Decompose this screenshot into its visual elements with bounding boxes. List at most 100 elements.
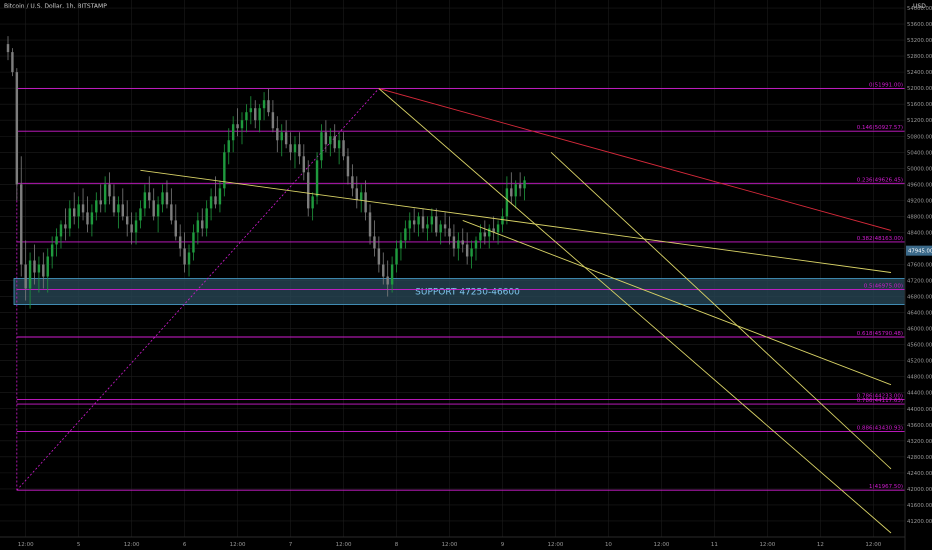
x-tick-label: 6	[183, 542, 187, 548]
candle-body	[161, 192, 164, 205]
candle-body	[399, 240, 403, 249]
candle-body	[461, 240, 464, 245]
candle-body	[320, 132, 323, 161]
y-tick-label: 44400.00	[907, 391, 932, 397]
candle-body	[426, 224, 429, 229]
y-tick-label: 51200.00	[907, 118, 932, 124]
x-tick-label: 12:00	[336, 542, 352, 548]
fib-level-label: 0.786(44117.63)	[857, 398, 903, 404]
x-tick-label: 12:00	[18, 542, 34, 548]
candle-body	[227, 140, 230, 153]
y-tick-label: 51600.00	[907, 102, 932, 108]
candle-body	[324, 132, 328, 145]
candle-body	[90, 212, 94, 225]
candle-body	[496, 224, 500, 233]
trend-line-yellow	[378, 88, 892, 534]
candle-body	[37, 264, 41, 273]
x-tick-label: 12	[817, 542, 824, 548]
candle-body	[143, 192, 147, 209]
x-tick-label: 12:00	[759, 542, 775, 548]
candle-body	[514, 184, 517, 197]
candle-body	[289, 144, 292, 153]
fib-level-label: 0.886(43430.93)	[857, 426, 903, 432]
candle-body	[483, 232, 487, 237]
candle-body	[24, 264, 27, 289]
y-tick-label: 41600.00	[907, 503, 932, 509]
candle-body	[192, 232, 195, 253]
candle-body	[386, 276, 389, 285]
candle-body	[518, 184, 522, 189]
y-tick-label: 43600.00	[907, 423, 932, 429]
candle-body	[77, 204, 80, 217]
candle-body	[342, 140, 345, 157]
candle-body	[68, 208, 72, 229]
candle-body	[148, 192, 151, 201]
candle-body	[430, 216, 434, 225]
last-price-label: 47945.00	[908, 249, 932, 255]
x-tick-label: 8	[395, 542, 399, 548]
y-tick-label: 48800.00	[907, 214, 932, 220]
candle-body	[523, 180, 526, 189]
x-tick-label: 10	[605, 542, 612, 548]
x-tick-label: 12:00	[865, 542, 881, 548]
candle-body	[346, 156, 350, 177]
candle-body	[55, 236, 58, 245]
trend-line-red	[378, 88, 892, 231]
trend-line-yellow	[140, 169, 892, 273]
last-price-tag	[906, 245, 932, 256]
candle-body	[73, 208, 76, 217]
currency-unit: USD	[913, 3, 926, 10]
candle-body	[108, 184, 111, 197]
y-tick-label: 47600.00	[907, 262, 932, 268]
y-tick-label: 52800.00	[907, 54, 932, 60]
candle-body	[236, 124, 239, 129]
x-tick-label: 5	[77, 542, 81, 548]
y-tick-label: 53600.00	[907, 22, 932, 28]
candle-body	[20, 184, 23, 265]
trend-line-yellow	[550, 151, 892, 470]
x-tick-label: 12:00	[124, 542, 140, 548]
y-tick-label: 41200.00	[907, 519, 932, 525]
candle-body	[267, 100, 270, 113]
candle-body	[201, 220, 204, 229]
y-tick-label: 54000.00	[907, 6, 932, 12]
candle-body	[86, 212, 89, 225]
fib-level-label: 0.5(46975.00)	[864, 284, 903, 290]
candle-body	[99, 200, 102, 205]
candle-body	[28, 260, 32, 289]
fib-level-label: 0.236(49626.45)	[857, 177, 903, 183]
y-tick-label: 48400.00	[907, 230, 932, 236]
candle-body	[112, 196, 116, 213]
y-tick-label: 49200.00	[907, 198, 932, 204]
candle-body	[465, 244, 469, 257]
candle-body	[240, 120, 244, 129]
candle-body	[42, 264, 45, 277]
candle-body	[417, 216, 420, 225]
candle-body	[183, 248, 186, 265]
fib-level-label: 1(41967.50)	[869, 484, 903, 490]
candle-body	[205, 208, 208, 229]
support-zone-label: SUPPORT 47250-46600	[415, 288, 520, 298]
candle-body	[134, 220, 138, 233]
candle-body	[452, 236, 456, 249]
candle-body	[276, 128, 279, 141]
candle-body	[373, 236, 376, 249]
candle-body	[333, 136, 336, 149]
x-tick-label: 12:00	[653, 542, 669, 548]
candle-body	[404, 228, 407, 241]
x-tick-label: 9	[501, 542, 505, 548]
y-tick-label: 46000.00	[907, 327, 932, 333]
candle-body	[439, 224, 442, 233]
candle-body	[337, 140, 341, 149]
y-tick-label: 44000.00	[907, 407, 932, 413]
candle-body	[510, 188, 513, 197]
y-tick-label: 50000.00	[907, 166, 932, 172]
candle-body	[359, 192, 363, 201]
candle-body	[377, 248, 381, 265]
chart-title: Bitcoin / U.S. Dollar, 1h, BITSTAMP	[4, 3, 107, 10]
candle-body	[125, 216, 129, 225]
candle-body	[6, 44, 10, 53]
candle-body	[412, 220, 416, 225]
candle-body	[364, 192, 367, 213]
